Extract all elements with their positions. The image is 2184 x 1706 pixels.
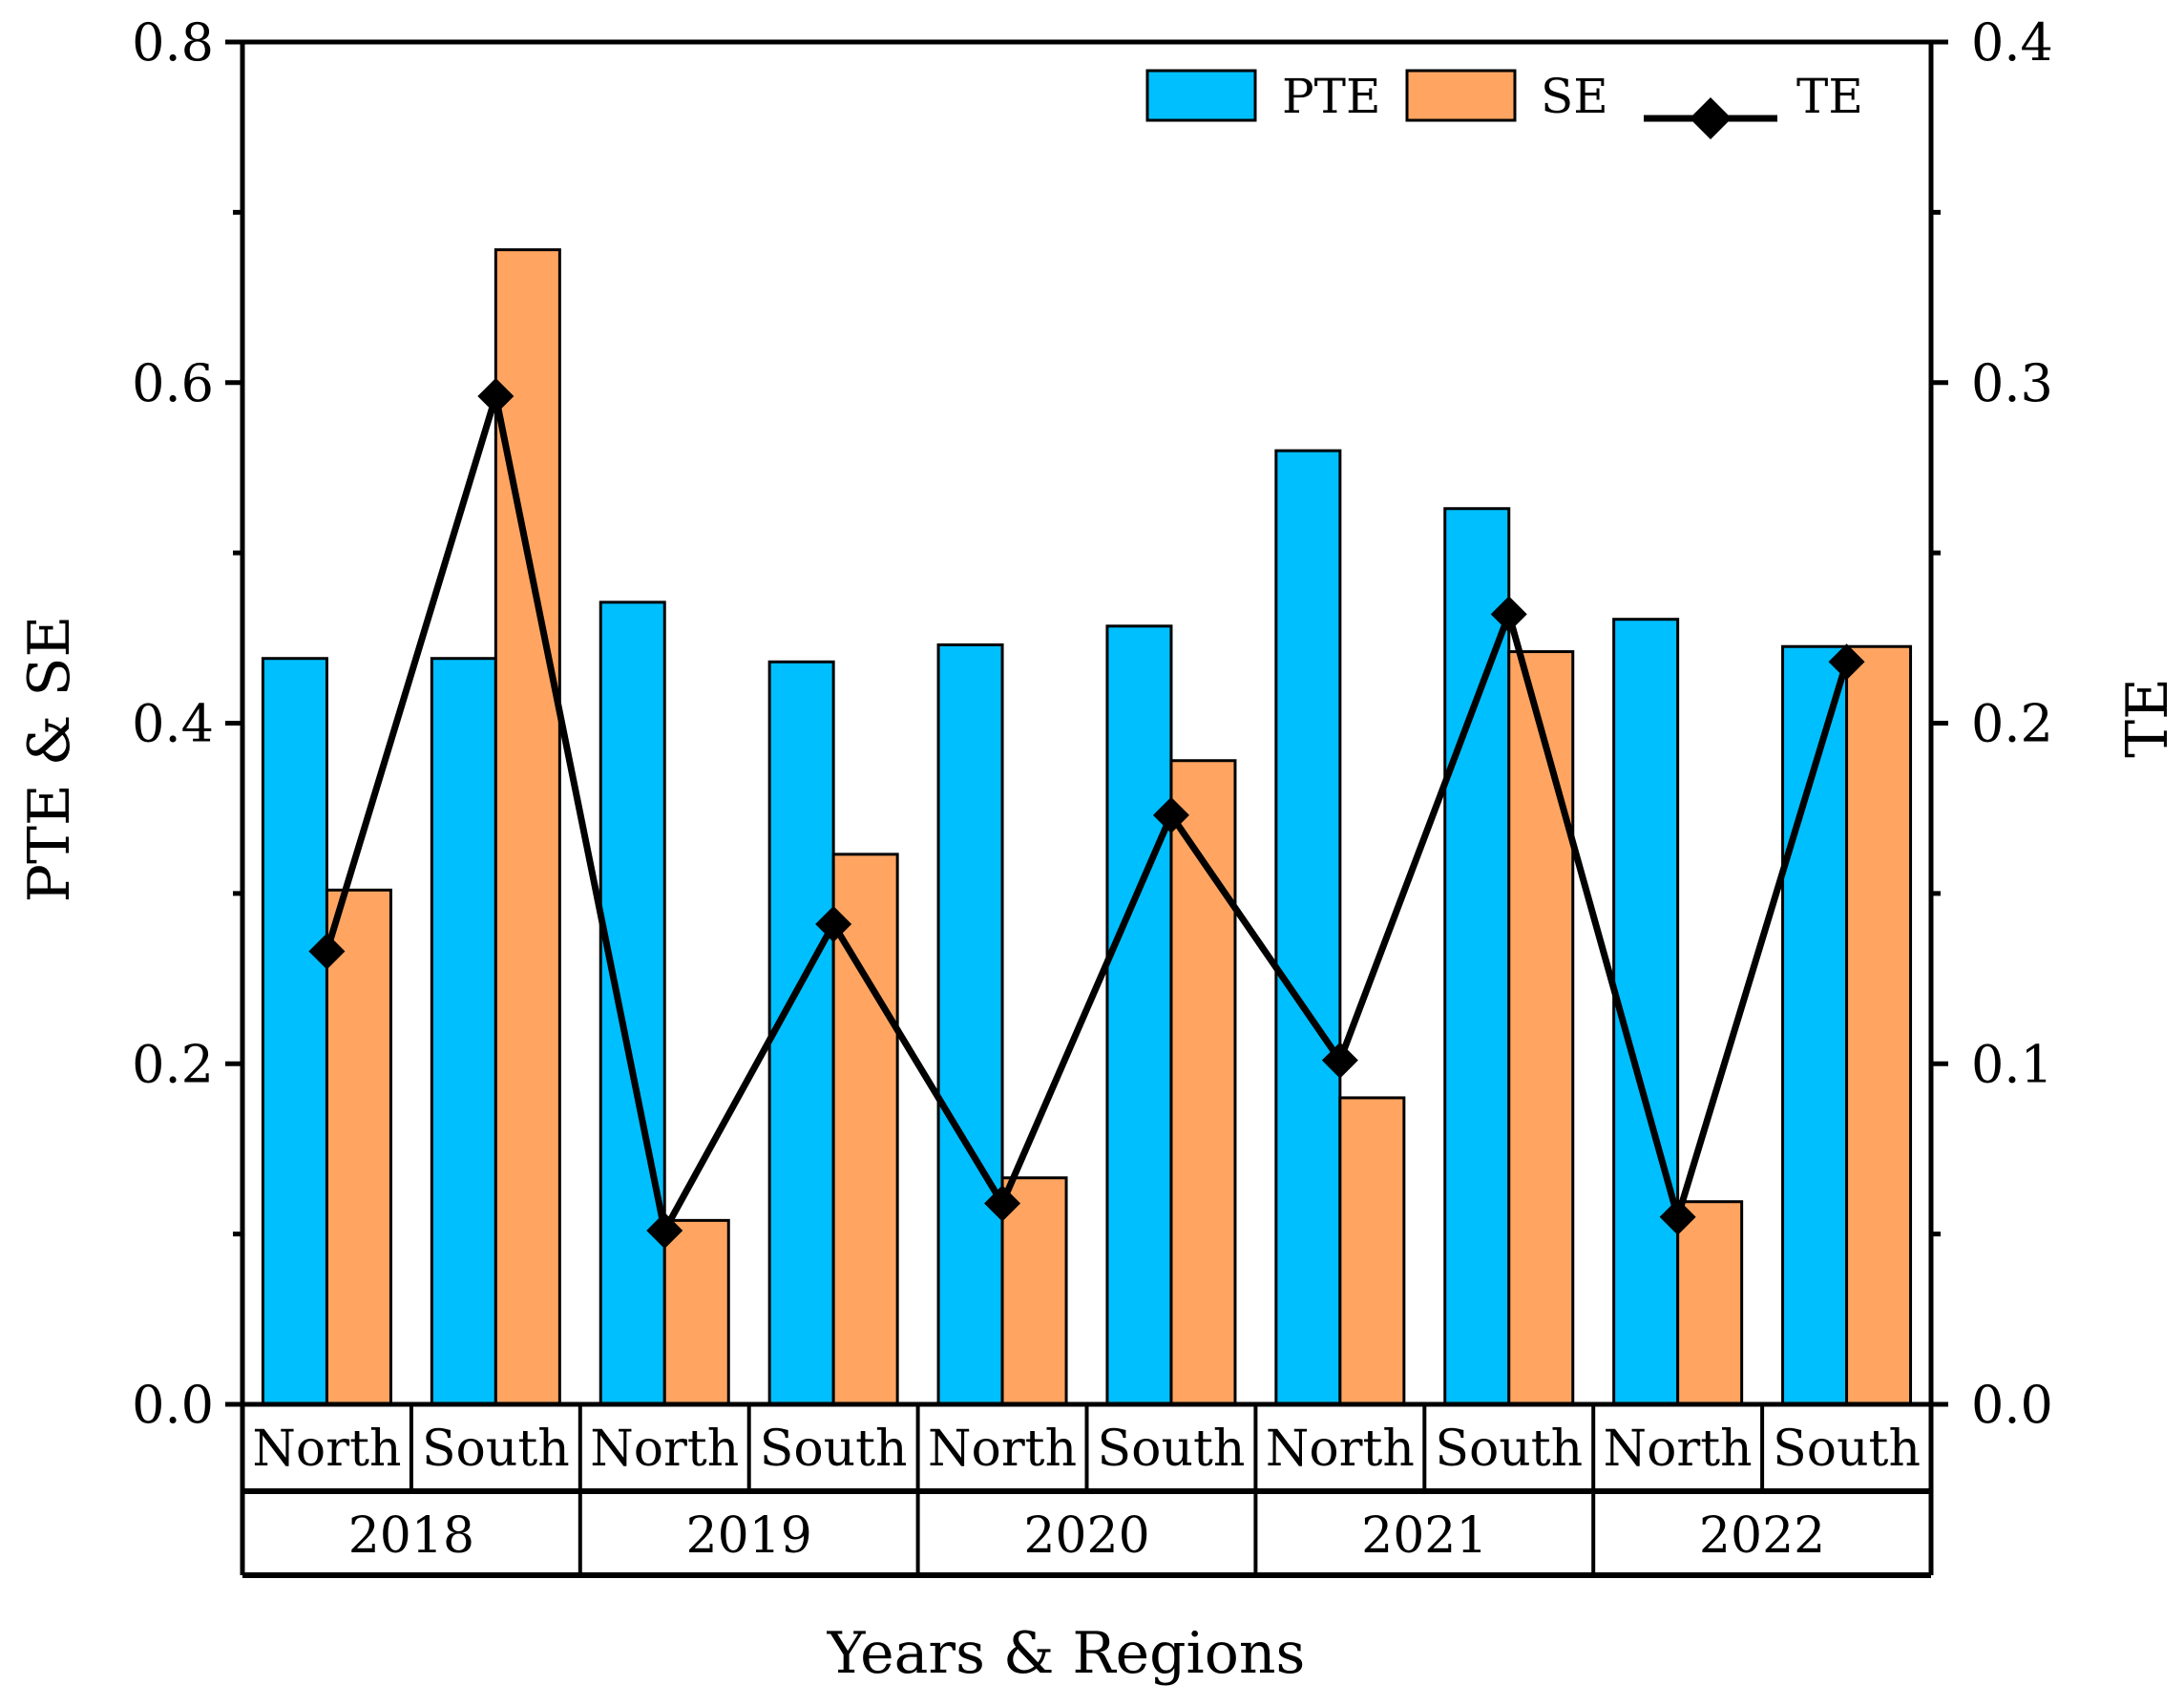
bar-se-2 xyxy=(662,1218,730,1406)
y2-tick-label: 0.0 xyxy=(1971,1375,2053,1435)
y2-tick-label: 0.2 xyxy=(1971,694,2053,754)
legend-label-te: TE xyxy=(1796,69,1863,124)
category-label-3: South xyxy=(760,1421,908,1478)
tick-labels: 0.0 0.2 0.4 0.6 0.8 0.0 0.1 0.2 0.3 0.4 xyxy=(132,12,2053,1435)
legend-label-pte: PTE xyxy=(1282,69,1381,124)
category-table: North South North South North South North South… xyxy=(242,1401,1931,1578)
y-tick-label: 0.4 xyxy=(132,694,214,754)
category-label-2: North xyxy=(590,1421,739,1478)
bar-se-9 xyxy=(1845,644,1913,1406)
te-marker-6 xyxy=(1321,1042,1358,1079)
legend-swatch-se xyxy=(1405,69,1517,122)
category-label-8: North xyxy=(1604,1421,1753,1478)
te-marker-3 xyxy=(815,905,852,942)
y2-tick-label: 0.1 xyxy=(1971,1034,2053,1094)
te-marker-1 xyxy=(477,378,514,415)
category-label-0: North xyxy=(252,1421,401,1478)
bar-se-5 xyxy=(1169,759,1237,1406)
te-marker-5 xyxy=(1152,796,1189,833)
bars-layer xyxy=(261,248,1913,1406)
y2-axis-title: TE xyxy=(2114,678,2181,758)
te-marker-4 xyxy=(984,1185,1021,1222)
te-marker-2 xyxy=(646,1212,683,1250)
y-tick-label: 0.8 xyxy=(132,12,214,73)
bar-pte-5 xyxy=(1105,624,1173,1406)
bar-pte-0 xyxy=(261,657,328,1406)
y-axis-title: PTE & SE xyxy=(16,616,83,903)
category-label-9: South xyxy=(1773,1421,1921,1478)
bar-pte-3 xyxy=(767,660,835,1406)
y-tick-label: 0.6 xyxy=(132,353,214,413)
bar-se-0 xyxy=(325,888,392,1406)
te-marker-0 xyxy=(308,933,346,970)
bar-se-7 xyxy=(1507,650,1575,1406)
bar-pte-6 xyxy=(1274,449,1342,1406)
bar-se-8 xyxy=(1676,1200,1744,1406)
category-label-6: North xyxy=(1266,1421,1415,1478)
year-label-2019: 2019 xyxy=(686,1507,812,1565)
year-label-2020: 2020 xyxy=(1023,1507,1149,1565)
category-label-7: South xyxy=(1435,1421,1583,1478)
legend: PTE SE TE xyxy=(1145,69,1863,139)
te-marker-9 xyxy=(1828,643,1865,681)
category-label-4: North xyxy=(928,1421,1077,1478)
bar-pte-8 xyxy=(1612,618,1680,1406)
plot-frame xyxy=(240,39,1934,1575)
bar-pte-1 xyxy=(430,657,497,1406)
te-marker-8 xyxy=(1659,1198,1696,1235)
legend-label-se: SE xyxy=(1541,69,1608,124)
te-marker-7 xyxy=(1490,596,1527,633)
category-label-1: South xyxy=(422,1421,570,1478)
year-label-2018: 2018 xyxy=(348,1507,474,1565)
y-tick-label: 0.0 xyxy=(132,1375,214,1435)
x-axis-title: Years & Regions xyxy=(827,1620,1306,1687)
category-label-5: South xyxy=(1098,1421,1246,1478)
bar-se-4 xyxy=(1000,1176,1068,1406)
y2-tick-label: 0.3 xyxy=(1971,353,2053,413)
legend-marker-te xyxy=(1690,97,1732,139)
y-tick-label: 0.2 xyxy=(132,1034,214,1094)
legend-swatch-pte xyxy=(1145,69,1257,122)
y2-tick-label: 0.4 xyxy=(1971,12,2053,73)
te-line-layer xyxy=(308,378,1865,1250)
bar-pte-4 xyxy=(936,642,1004,1406)
bar-pte-2 xyxy=(598,600,666,1406)
bar-se-6 xyxy=(1338,1096,1406,1406)
year-label-2022: 2022 xyxy=(1699,1507,1825,1565)
year-label-2021: 2021 xyxy=(1361,1507,1487,1565)
bar-pte-7 xyxy=(1443,507,1511,1406)
te-line xyxy=(324,395,1850,1241)
bar-se-1 xyxy=(494,248,561,1406)
